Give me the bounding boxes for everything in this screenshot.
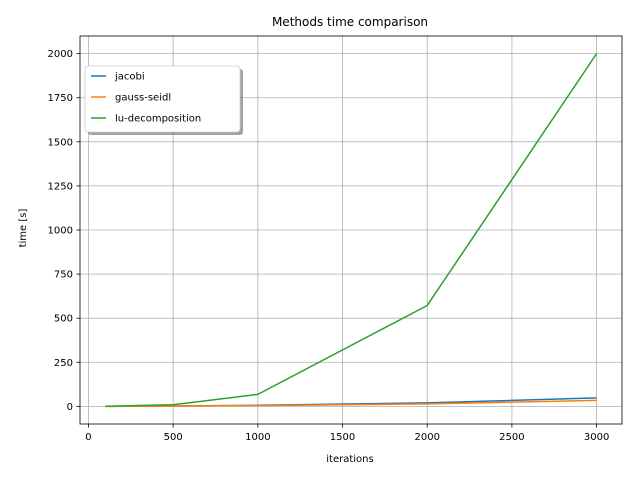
x-axis-label: iterations [326,454,373,465]
y-axis: 0 250 500 750 1000 1250 1500 1750 2000 [48,49,80,413]
x-tick-label: 0 [85,432,91,443]
y-tick-label: 1000 [48,226,73,237]
legend-label-gauss-seidl: gauss-seidl [115,93,171,104]
y-tick-label: 750 [54,270,73,281]
series-lines [105,53,598,408]
y-axis-label: time [s] [18,209,29,248]
y-tick-label: 500 [54,314,73,325]
series-line-lu-decomposition [105,53,598,408]
y-tick-label: 1750 [48,93,73,104]
y-tick-label: 0 [67,402,73,413]
legend: jacobi gauss-seidl lu-decomposition [84,65,243,135]
chart-title: Methods time comparison [272,15,428,29]
x-tick-label: 2000 [414,432,439,443]
x-axis: 0 500 1000 1500 2000 2500 3000 [85,424,609,443]
legend-box [84,65,241,133]
y-tick-label: 1250 [48,181,73,192]
x-tick-label: 3000 [584,432,609,443]
x-tick-label: 2500 [499,432,524,443]
legend-entries: jacobi gauss-seidl lu-decomposition [91,72,201,125]
x-tick-label: 500 [164,432,183,443]
y-tick-label: 2000 [48,49,73,60]
x-tick-label: 1000 [245,432,270,443]
legend-label-lu-decomposition: lu-decomposition [115,114,201,125]
y-tick-label: 250 [54,358,73,369]
legend-label-jacobi: jacobi [114,72,145,83]
y-tick-label: 1500 [48,137,73,148]
x-tick-label: 1500 [330,432,355,443]
series-line-gauss-seidl [105,399,597,408]
